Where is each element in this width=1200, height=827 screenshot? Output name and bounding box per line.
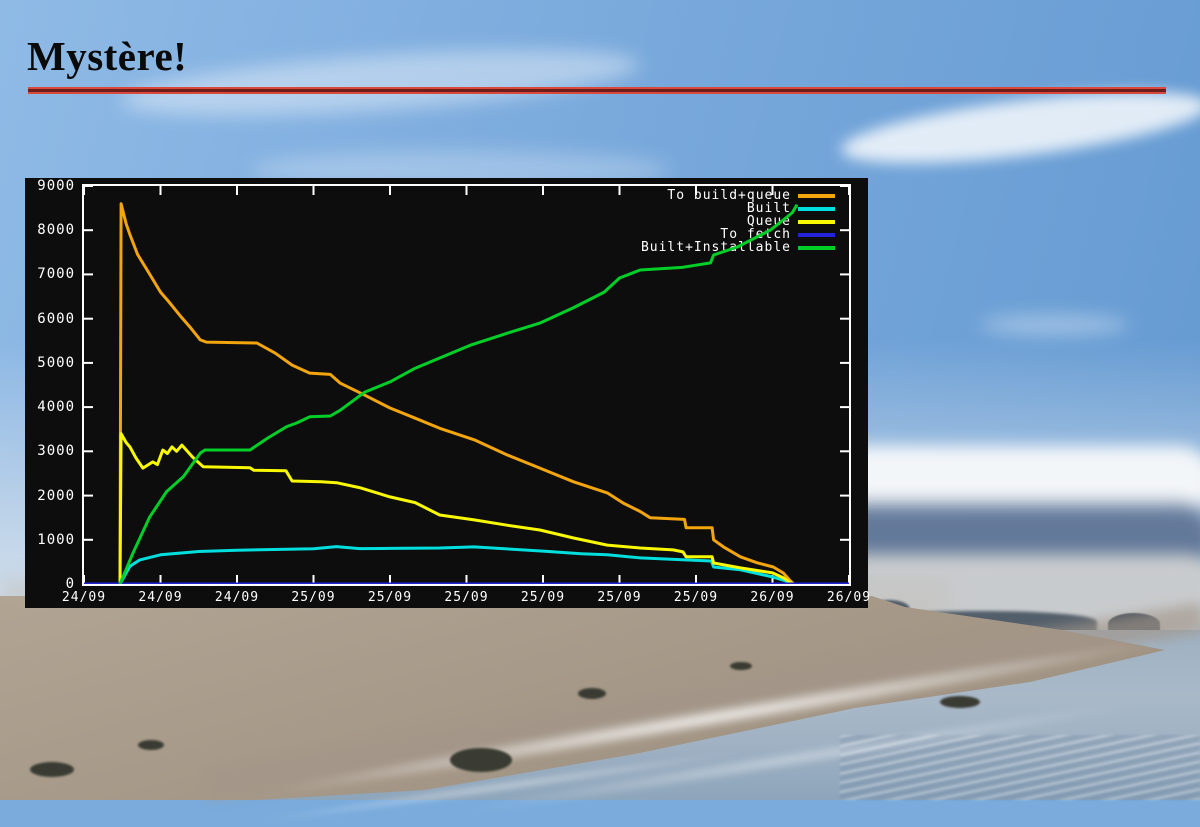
y-tick-label: 5000 bbox=[37, 354, 75, 371]
series-line-4 bbox=[118, 203, 799, 584]
y-tick-label: 0 bbox=[65, 576, 75, 592]
series-line-1 bbox=[118, 545, 794, 584]
plot-area: To build+queue Built Queue To fetch Built+In… bbox=[82, 184, 851, 586]
legend-row: Built bbox=[641, 201, 835, 216]
legend-label: To build+queue bbox=[667, 188, 791, 203]
y-tick-label: 4000 bbox=[37, 399, 75, 416]
title-divider bbox=[28, 87, 1166, 94]
x-tick-label: 24/09 bbox=[214, 590, 260, 605]
x-tick-label: 26/09 bbox=[826, 590, 872, 605]
y-tick-label: 8000 bbox=[37, 222, 75, 239]
y-tick-label: 6000 bbox=[37, 310, 75, 327]
legend-color-sample bbox=[798, 193, 835, 198]
y-tick-label: 7000 bbox=[37, 266, 75, 283]
series-line-2 bbox=[118, 432, 794, 584]
y-tick-label: 1000 bbox=[37, 531, 75, 548]
legend-color-sample bbox=[798, 245, 835, 250]
series-line-0 bbox=[118, 202, 795, 584]
legend-label: Built bbox=[746, 201, 791, 216]
x-tick-label: 24/09 bbox=[138, 590, 183, 605]
axis-ticks bbox=[84, 186, 849, 584]
legend-row: Built+Installable bbox=[640, 240, 835, 255]
chart-panel: 0 1000 2000 3000 4000 5000 6000 7000 8000 9000 To… bbox=[25, 178, 870, 608]
legend-row: Queue bbox=[641, 214, 835, 229]
cloud-wisp bbox=[980, 315, 1130, 335]
chart-legend: To build+queue Built Queue To fetch Built+In… bbox=[640, 188, 835, 255]
seaweed-rock bbox=[940, 696, 980, 708]
legend-color-sample bbox=[798, 232, 835, 237]
x-tick-label: 25/09 bbox=[444, 590, 489, 605]
x-tick-label: 26/09 bbox=[750, 590, 795, 605]
page-title: Mystère! bbox=[27, 33, 188, 79]
y-tick-label: 2000 bbox=[37, 487, 75, 504]
legend-color-sample bbox=[798, 206, 835, 211]
chart-series bbox=[84, 202, 849, 584]
seaweed-rock bbox=[578, 688, 606, 699]
seaweed-rock bbox=[450, 748, 512, 772]
seaweed-rock bbox=[730, 662, 752, 670]
x-tick-label: 25/09 bbox=[291, 590, 336, 605]
y-tick-label: 9000 bbox=[37, 178, 75, 194]
chart-canvas bbox=[84, 186, 849, 584]
legend-label: Built+Installable bbox=[640, 240, 791, 255]
x-tick-label: 25/09 bbox=[597, 590, 642, 605]
x-tick-label: 24/09 bbox=[61, 590, 107, 605]
legend-row: To build+queue bbox=[641, 188, 835, 203]
x-tick-label: 25/09 bbox=[367, 590, 413, 605]
seaweed-rock bbox=[30, 762, 74, 777]
x-tick-label: 25/09 bbox=[673, 590, 719, 605]
y-tick-label: 3000 bbox=[37, 443, 75, 460]
legend-label: To fetch bbox=[720, 227, 791, 242]
legend-label: Queue bbox=[746, 214, 791, 229]
legend-row: To fetch bbox=[641, 227, 835, 242]
x-tick-label: 25/09 bbox=[520, 590, 566, 605]
legend-color-sample bbox=[798, 219, 835, 224]
seaweed-rock bbox=[138, 740, 164, 750]
